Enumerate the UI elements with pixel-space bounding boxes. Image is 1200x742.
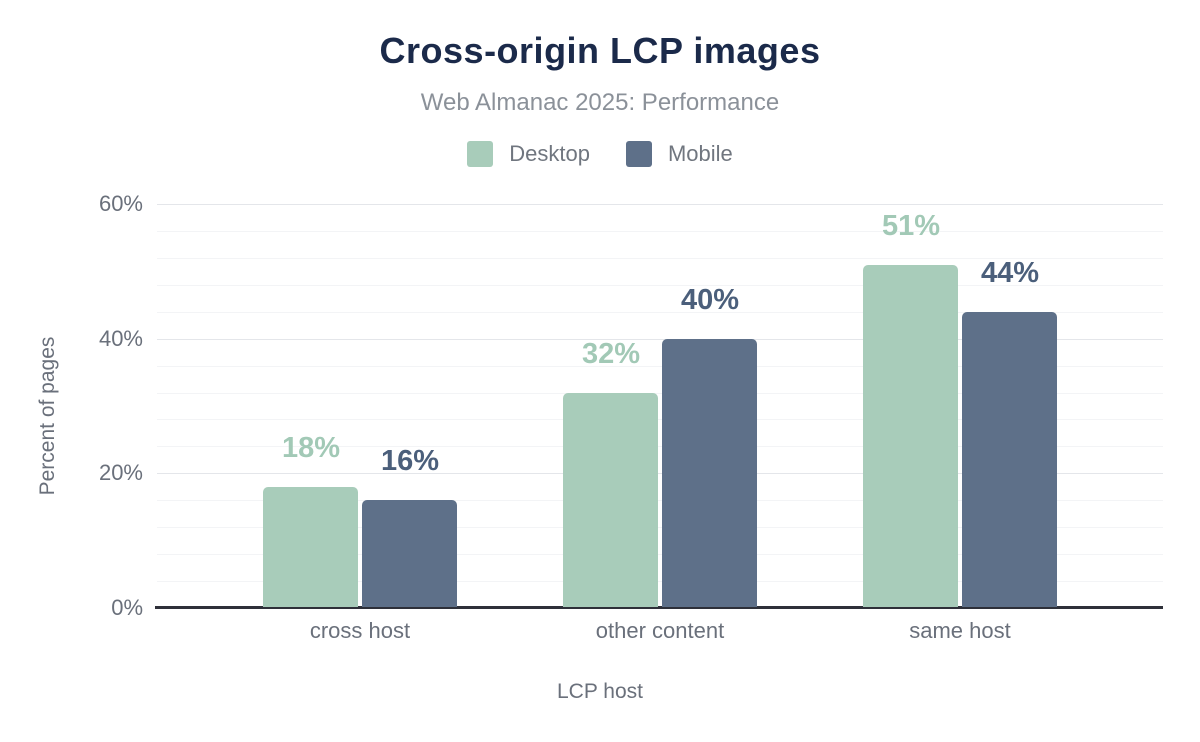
bar-label-mobile-same-host: 44%	[980, 257, 1040, 289]
legend-item-desktop: Desktop	[467, 141, 590, 167]
bar-mobile-other-content[interactable]	[662, 339, 757, 607]
minor-gridline	[157, 419, 1163, 420]
bar-desktop-cross-host[interactable]	[263, 487, 358, 607]
minor-gridline	[157, 500, 1163, 501]
bar-desktop-same-host[interactable]	[863, 265, 958, 607]
mobile-swatch-icon	[625, 141, 652, 167]
chart-title: Cross-origin LCP images	[379, 30, 821, 71]
major-gridline	[157, 339, 1163, 340]
x-axis-line	[155, 606, 1163, 609]
x-tick-cross-host: cross host	[309, 618, 411, 643]
bar-label-desktop-cross-host: 18%	[281, 432, 341, 464]
bar-mobile-same-host[interactable]	[962, 312, 1057, 607]
minor-gridline	[157, 554, 1163, 555]
bar-desktop-other-content[interactable]	[563, 393, 658, 607]
minor-gridline	[157, 258, 1163, 259]
major-gridline	[157, 204, 1163, 205]
y-axis-title: Percent of pages	[36, 336, 59, 496]
legend-label-desktop: Desktop	[509, 141, 590, 166]
y-tick-label-40: 40%	[98, 326, 143, 351]
y-tick-label-60: 60%	[98, 191, 143, 216]
bar-mobile-cross-host[interactable]	[362, 500, 457, 607]
chart-subtitle: Web Almanac 2025: Performance	[420, 89, 780, 116]
bar-label-desktop-same-host: 51%	[881, 210, 941, 242]
bar-label-mobile-cross-host: 16%	[380, 445, 440, 477]
minor-gridline	[157, 446, 1163, 447]
legend-item-mobile: Mobile	[625, 141, 733, 167]
minor-gridline	[157, 231, 1163, 232]
x-tick-same-host: same host	[909, 618, 1011, 643]
minor-gridline	[157, 581, 1163, 582]
x-axis-title: LCP host	[557, 680, 643, 703]
minor-gridline	[157, 393, 1163, 394]
major-gridline	[157, 473, 1163, 474]
minor-gridline	[157, 366, 1163, 367]
y-tick-label-0: 0%	[111, 595, 143, 620]
legend: Desktop Mobile	[0, 141, 1200, 167]
bar-label-mobile-other-content: 40%	[680, 284, 740, 316]
minor-gridline	[157, 527, 1163, 528]
x-tick-other-content: other content	[595, 618, 725, 643]
y-tick-label-20: 20%	[98, 460, 143, 485]
legend-label-mobile: Mobile	[667, 141, 733, 166]
bar-label-desktop-other-content: 32%	[581, 338, 641, 370]
minor-gridline	[157, 312, 1163, 313]
desktop-swatch-icon	[467, 141, 494, 167]
minor-gridline	[157, 285, 1163, 286]
